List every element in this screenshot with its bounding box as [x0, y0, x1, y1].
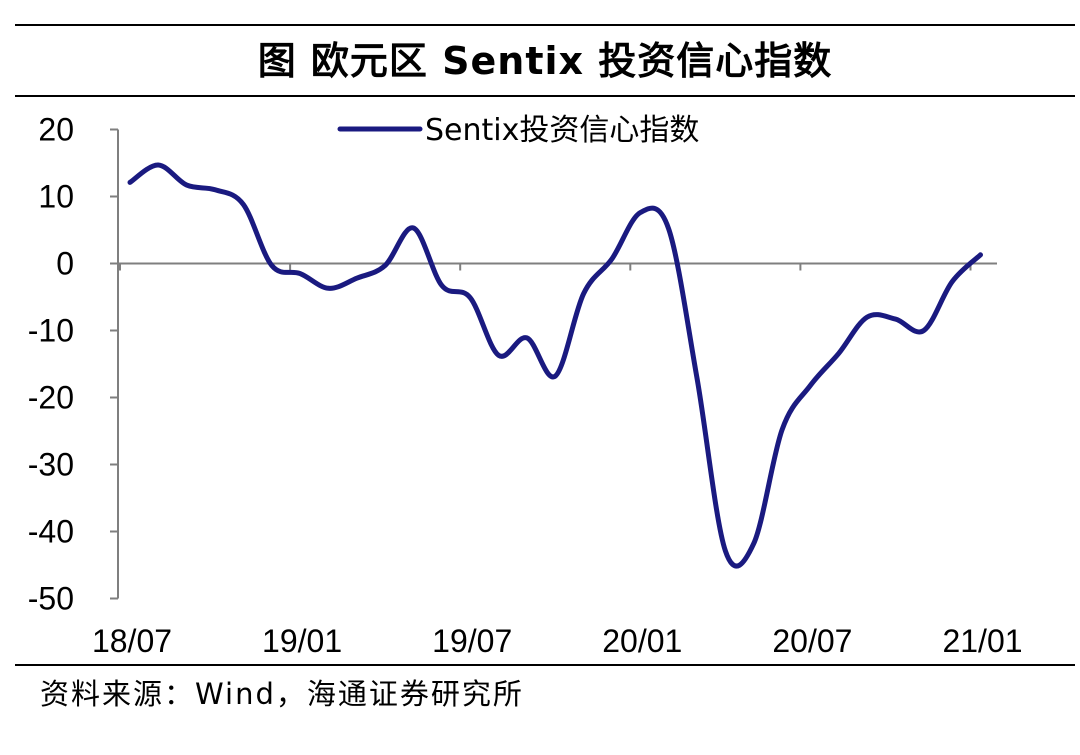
title-rule	[15, 95, 1075, 97]
y-tick-label: -20	[28, 380, 74, 416]
x-tick-label: 18/07	[92, 623, 172, 659]
y-tick-label: -10	[28, 313, 74, 349]
x-tick-label: 20/01	[602, 623, 682, 659]
y-ticks: 20 10 0 -10 -20 -30 -40 -50	[28, 112, 118, 617]
x-tick-label: 19/01	[262, 623, 342, 659]
x-ticks: 18/07 19/01 19/07 20/01 20/07 21/01	[92, 263, 1023, 659]
series-group	[127, 162, 983, 569]
x-tick-label: 21/01	[942, 623, 1022, 659]
footer-rule	[15, 664, 1075, 666]
y-tick-label: -30	[28, 447, 74, 483]
y-tick-label: -40	[28, 514, 74, 550]
y-tick-label: 20	[38, 112, 74, 148]
y-tick-label: -50	[28, 581, 74, 617]
series-line-sentix	[127, 162, 983, 569]
line-chart: 20 10 0 -10 -20 -30 -40 -50 18/07 19/01 19/07 20/0…	[28, 112, 1023, 660]
y-tick-label: 10	[38, 179, 74, 215]
legend: Sentix投资信心指数	[337, 113, 699, 148]
x-tick-label: 20/07	[772, 623, 852, 659]
source-note: 资料来源：Wind，海通证券研究所	[40, 677, 524, 711]
x-tick-label: 19/07	[432, 623, 512, 659]
chart-title: 图 欧元区 Sentix 投资信心指数	[257, 39, 833, 83]
top-rule	[15, 24, 1075, 26]
y-tick-label: 0	[56, 246, 74, 282]
legend-label: Sentix投资信心指数	[425, 113, 699, 148]
chart-axes	[117, 129, 997, 599]
